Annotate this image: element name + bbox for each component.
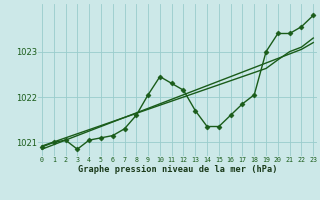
X-axis label: Graphe pression niveau de la mer (hPa): Graphe pression niveau de la mer (hPa): [78, 165, 277, 174]
